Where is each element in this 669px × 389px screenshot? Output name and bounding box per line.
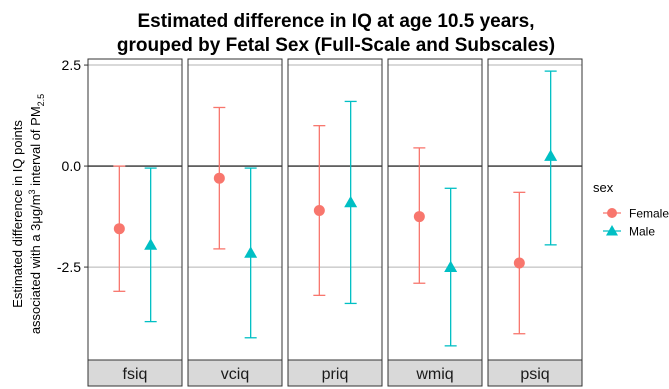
data-point-male — [244, 246, 258, 258]
facet-panel-fsiq: fsiq — [87, 58, 183, 387]
data-point-female — [413, 211, 425, 223]
facet-strip-label: priq — [322, 366, 349, 383]
data-point-female — [213, 172, 225, 184]
data-point-female — [113, 223, 125, 235]
y-axis-label-line1: Estimated difference in IQ points — [10, 120, 25, 308]
legend-key-circle — [607, 208, 617, 218]
y-axis: 2.5 0.0 -2.5 — [57, 57, 88, 275]
y-axis-label-line2: associated with a 3μg/m3 interval of PM2… — [27, 94, 46, 334]
facet-strip — [187, 359, 283, 387]
facet-strip-label: psiq — [520, 366, 549, 383]
facet-strip-label: vciq — [221, 366, 249, 383]
y-axis-label-superscript: 3 — [27, 189, 37, 194]
y-tick-label: -2.5 — [57, 259, 81, 275]
panel-border — [487, 58, 583, 361]
y-axis-label: Estimated difference in IQ points associ… — [10, 94, 46, 334]
panel-border — [287, 58, 383, 361]
facet-panel-psiq: psiq — [487, 58, 583, 387]
legend: sex Female Male — [593, 180, 669, 239]
facet-panels: fsiq vciq priq wmiq psiq — [87, 58, 583, 387]
data-point-male — [344, 195, 358, 208]
legend-label: Male — [629, 225, 655, 239]
facet-panel-wmiq: wmiq — [387, 58, 483, 387]
chart-title-line2: grouped by Fetal Sex (Full-Scale and Sub… — [117, 35, 555, 56]
legend-title: sex — [593, 180, 614, 195]
data-point-male — [444, 260, 458, 272]
legend-item-male: Male — [603, 225, 655, 239]
facet-strip — [87, 359, 183, 387]
data-point-female — [313, 205, 325, 217]
y-tick-label: 0.0 — [62, 158, 82, 174]
facet-strip — [387, 359, 483, 387]
facet-panel-priq: priq — [287, 58, 383, 387]
legend-item-female: Female — [603, 207, 669, 221]
panel-border — [187, 58, 283, 361]
data-point-female — [513, 257, 525, 269]
facet-strip-label: wmiq — [415, 366, 453, 383]
facet-strip — [487, 359, 583, 387]
facet-strip-label: fsiq — [123, 366, 148, 383]
legend-label: Female — [629, 207, 669, 221]
facet-strip — [287, 359, 383, 387]
y-axis-label-part2: interval of PM — [28, 106, 43, 189]
data-point-male — [144, 238, 158, 250]
y-tick-label: 2.5 — [62, 57, 82, 73]
y-axis-label-part1: associated with a 3μg/m — [28, 194, 43, 334]
facet-panel-vciq: vciq — [187, 58, 283, 387]
panel-border — [387, 58, 483, 361]
panel-border — [87, 58, 183, 361]
legend-key-triangle — [606, 225, 618, 236]
y-axis-label-subscript: 2.5 — [36, 94, 46, 107]
chart-title-line1: Estimated difference in IQ at age 10.5 y… — [137, 11, 534, 32]
data-point-male — [544, 149, 558, 161]
